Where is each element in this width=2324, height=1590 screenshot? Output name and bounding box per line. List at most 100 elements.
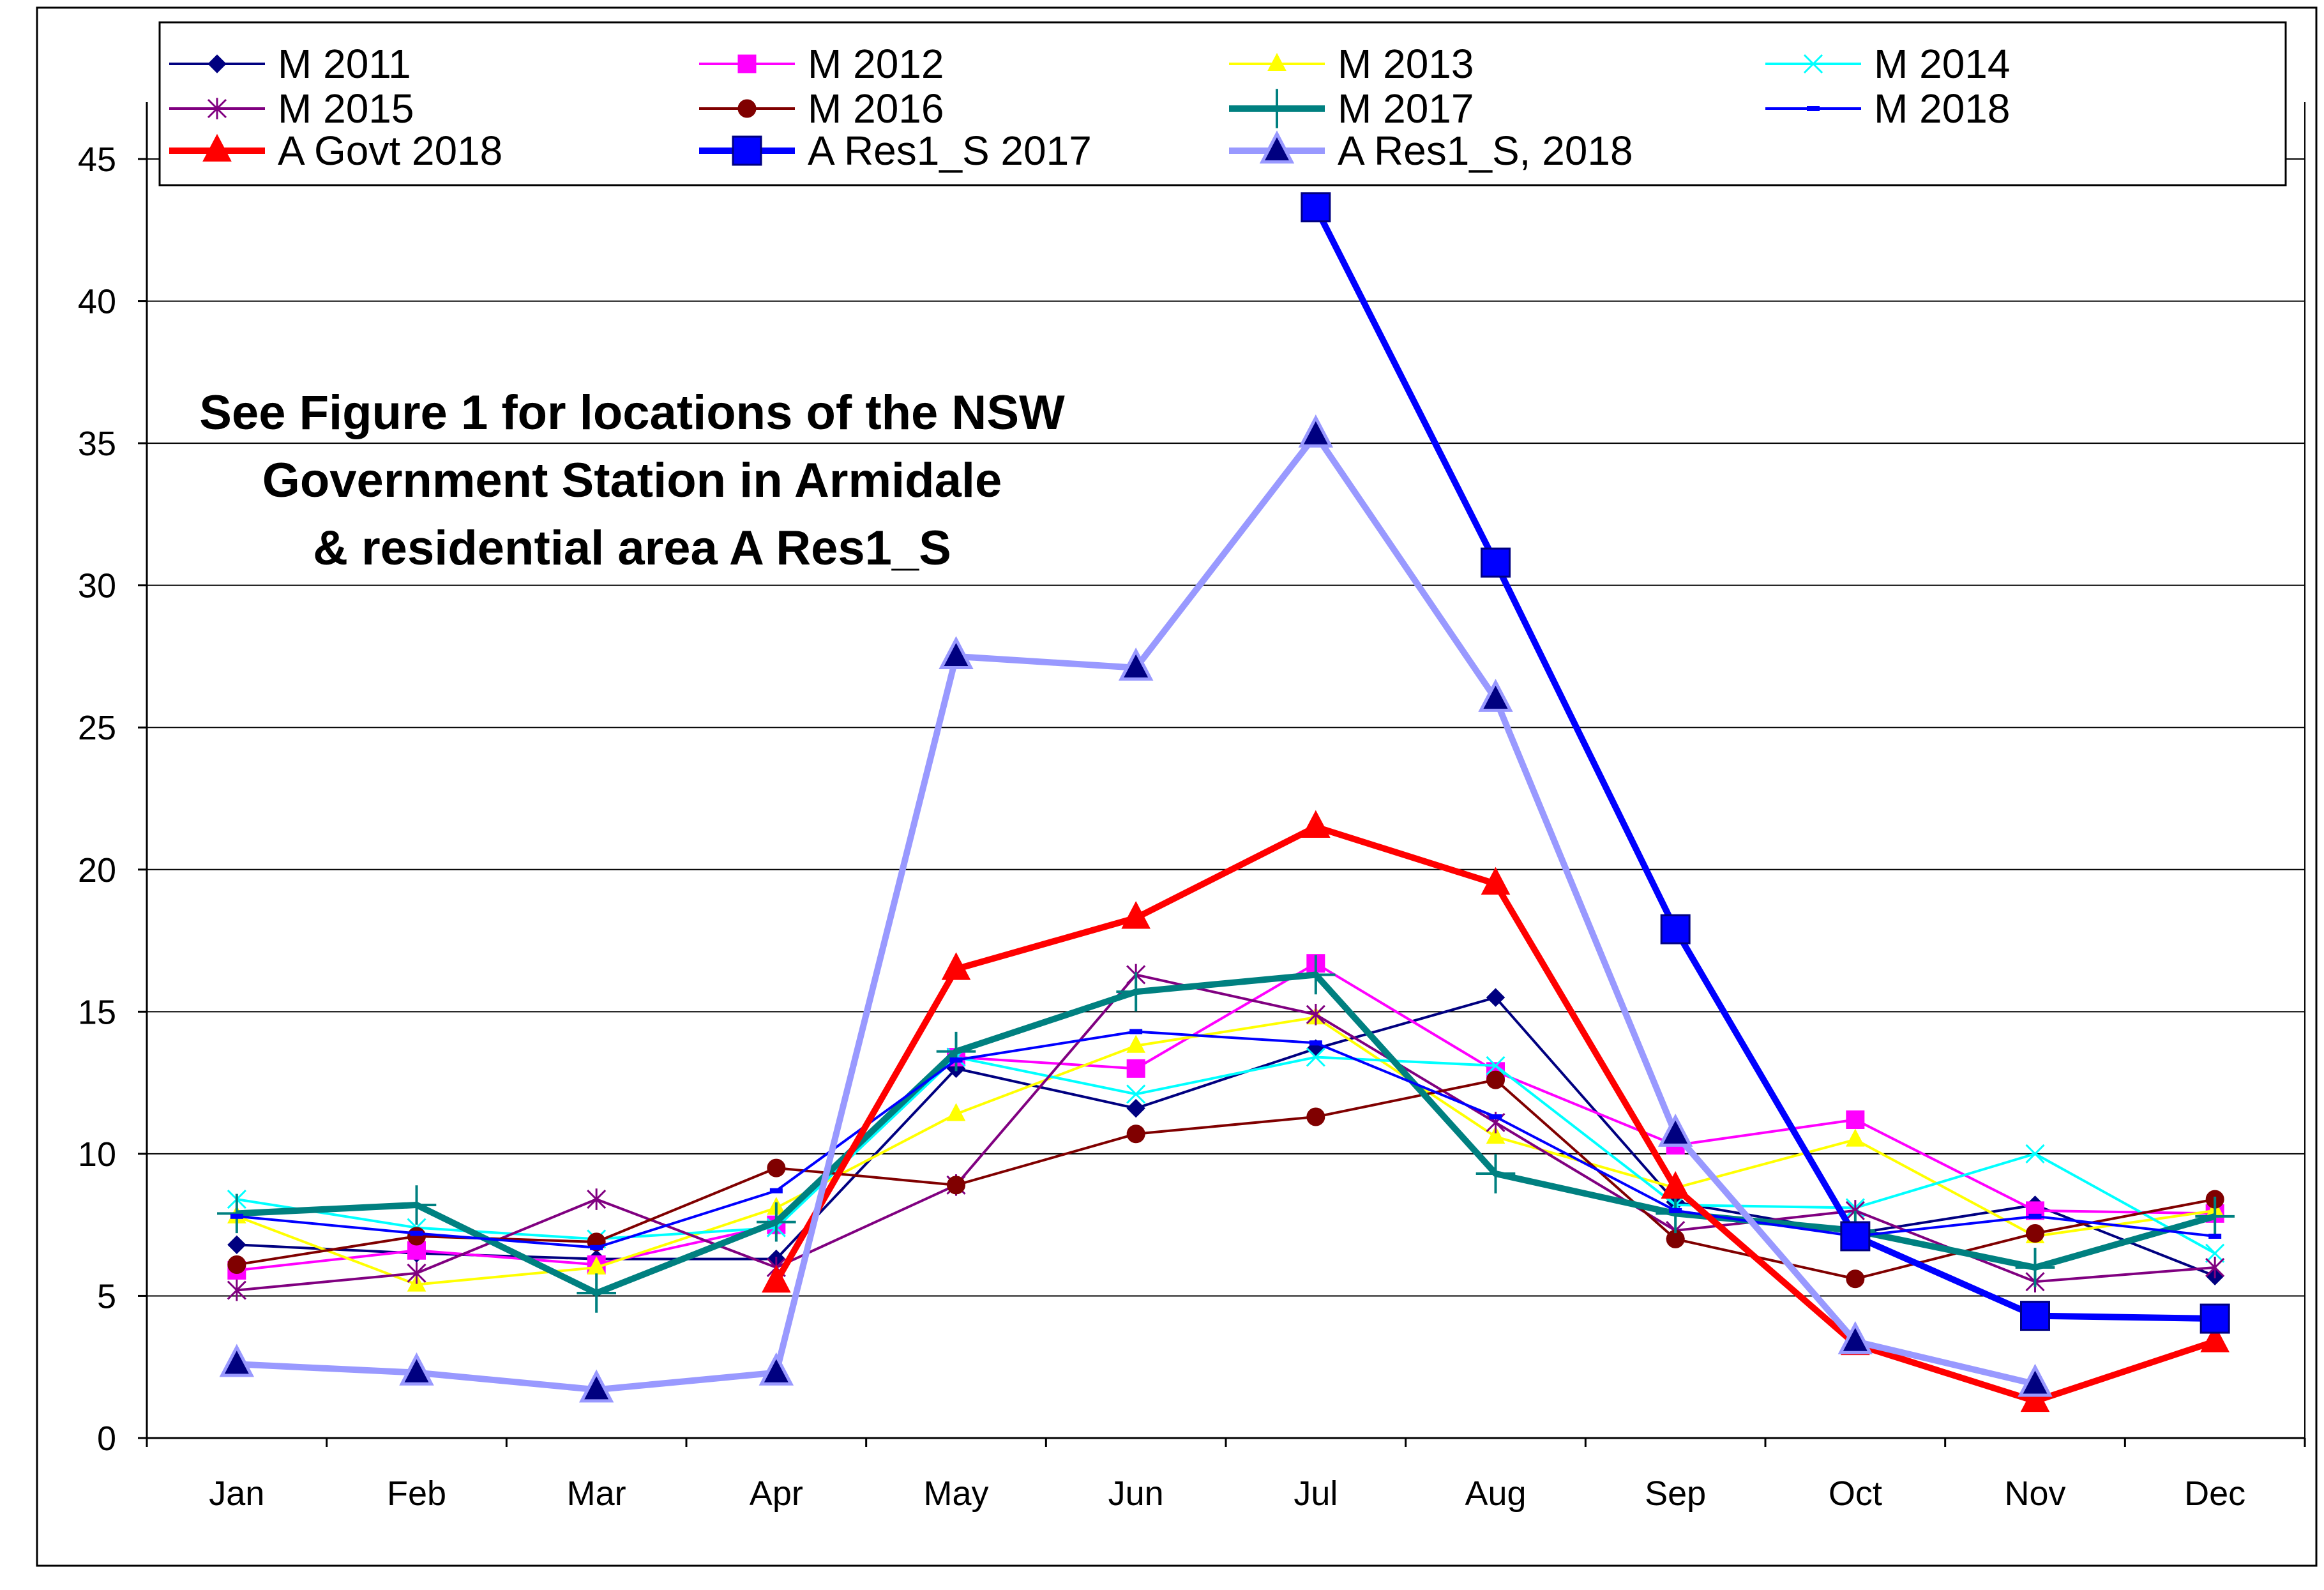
data-point: [1669, 1208, 1682, 1213]
x-tick-label-jun: Jun: [1108, 1474, 1164, 1513]
data-point: [1296, 955, 1336, 995]
x-tick-label-jul: Jul: [1294, 1474, 1338, 1513]
legend-label: A Res1_S 2017: [808, 128, 1092, 174]
data-point: [2028, 1213, 2042, 1219]
y-tick-label: 45: [78, 140, 116, 179]
data-point: [227, 1235, 246, 1255]
data-point: [1486, 1126, 1505, 1144]
y-tick-label: 25: [78, 709, 116, 747]
data-point: [2020, 1384, 2050, 1412]
legend-label: M 2018: [1874, 86, 2010, 132]
legend-label: M 2012: [808, 41, 944, 87]
legend-marker: [1807, 106, 1820, 111]
series-m-2016: [227, 1070, 2224, 1289]
y-axis: 0 5 10 15 20 25 30 35 40 45: [78, 102, 2305, 1458]
legend-marker: [737, 99, 757, 118]
series-a-govt-2018: [762, 810, 2230, 1412]
legend-entry: M 2017: [1229, 86, 1474, 132]
data-point: [757, 1202, 796, 1242]
legend-entry: M 2013: [1229, 41, 1474, 87]
x-tick-label-oct: Oct: [1829, 1474, 1882, 1513]
data-point: [1660, 914, 1691, 944]
series-a-res1-s-2017: [1301, 192, 2230, 1334]
data-point: [2205, 1243, 2225, 1263]
data-point: [1298, 414, 1334, 448]
data-point: [946, 1103, 966, 1121]
y-tick-label: 20: [78, 851, 116, 890]
legend-label: M 2011: [278, 41, 411, 87]
data-point: [1481, 867, 1511, 895]
data-point: [1657, 1113, 1693, 1147]
legend-entry: M 2015: [169, 86, 414, 132]
data-point: [1846, 1128, 1865, 1147]
data-point: [2200, 1324, 2230, 1352]
x-tick-label-mar: Mar: [567, 1474, 626, 1513]
data-point: [2025, 1144, 2045, 1163]
y-tick-label: 5: [97, 1277, 116, 1315]
data-point: [936, 1031, 976, 1071]
data-point: [1301, 810, 1331, 838]
data-point: [2195, 1197, 2235, 1236]
legend-label: A Res1_S, 2018: [1338, 128, 1633, 174]
data-point: [939, 636, 974, 670]
data-point: [227, 1279, 246, 1301]
data-point: [767, 1158, 786, 1177]
data-point: [1129, 1029, 1143, 1034]
data-point: [2020, 1301, 2050, 1331]
data-point: [217, 1193, 257, 1234]
legend-entry: A Govt 2018: [169, 128, 502, 174]
legend-label: M 2017: [1338, 86, 1474, 132]
x-tick-label-feb: Feb: [387, 1474, 446, 1513]
data-point: [2200, 1303, 2230, 1334]
data-point: [578, 1369, 614, 1403]
legend-entry: M 2016: [699, 86, 944, 132]
data-point: [1489, 1114, 1502, 1120]
legend-marker: [207, 54, 227, 73]
y-tick-label: 35: [78, 425, 116, 463]
legend-entry: M 2018: [1765, 86, 2010, 132]
legend-entry: A Res1_S, 2018: [1229, 128, 1633, 174]
data-point: [762, 1264, 791, 1293]
legend-marker: [732, 135, 762, 166]
data-point: [396, 1185, 437, 1225]
series-a-res1-s-2018: [219, 414, 2053, 1403]
y-tick-label: 30: [78, 567, 116, 605]
y-tick-label: 10: [78, 1135, 116, 1174]
data-point: [1846, 1110, 1865, 1129]
x-tick-label-nov: Nov: [2004, 1474, 2065, 1513]
data-point: [1486, 988, 1505, 1007]
legend-label: M 2016: [808, 86, 944, 132]
data-point: [1837, 1321, 1873, 1354]
annotation-line-1: See Figure 1 for locations of the NSW: [199, 386, 1065, 440]
legend-box: [158, 21, 2287, 186]
data-point: [399, 1352, 434, 1386]
data-point: [1116, 972, 1156, 1011]
data-point: [590, 1245, 603, 1250]
x-axis: Jan Feb Mar Apr May Jun Jul Aug Sep Oct Nov Dec: [146, 1437, 2306, 1513]
x-tick-label-dec: Dec: [2184, 1474, 2245, 1513]
data-point: [1309, 1040, 1322, 1046]
data-point: [1840, 1221, 1871, 1252]
y-tick-label: 0: [97, 1420, 116, 1458]
legend-label: M 2014: [1874, 41, 2010, 87]
legend-marker: [737, 54, 757, 73]
series-line: [236, 971, 2216, 1296]
data-point: [1481, 547, 1511, 578]
data-point: [1118, 647, 1154, 681]
data-point: [410, 1230, 423, 1236]
series-layer: [217, 192, 2235, 1412]
legend-marker: [207, 98, 227, 119]
legend-marker: [1257, 89, 1297, 128]
series-line: [236, 1079, 2215, 1280]
data-point: [947, 1176, 965, 1195]
data-point: [1126, 1124, 1145, 1144]
data-point: [2018, 1363, 2053, 1397]
chart-outer-frame: [36, 6, 2318, 1567]
x-tick-label-may: May: [923, 1474, 988, 1513]
x-tick-label-sep: Sep: [1645, 1474, 1706, 1513]
data-point: [1306, 1107, 1325, 1126]
series-line: [236, 996, 2215, 1278]
annotation-line-2: Government Station in Armidale: [262, 453, 1002, 508]
data-point: [1306, 1047, 1325, 1067]
